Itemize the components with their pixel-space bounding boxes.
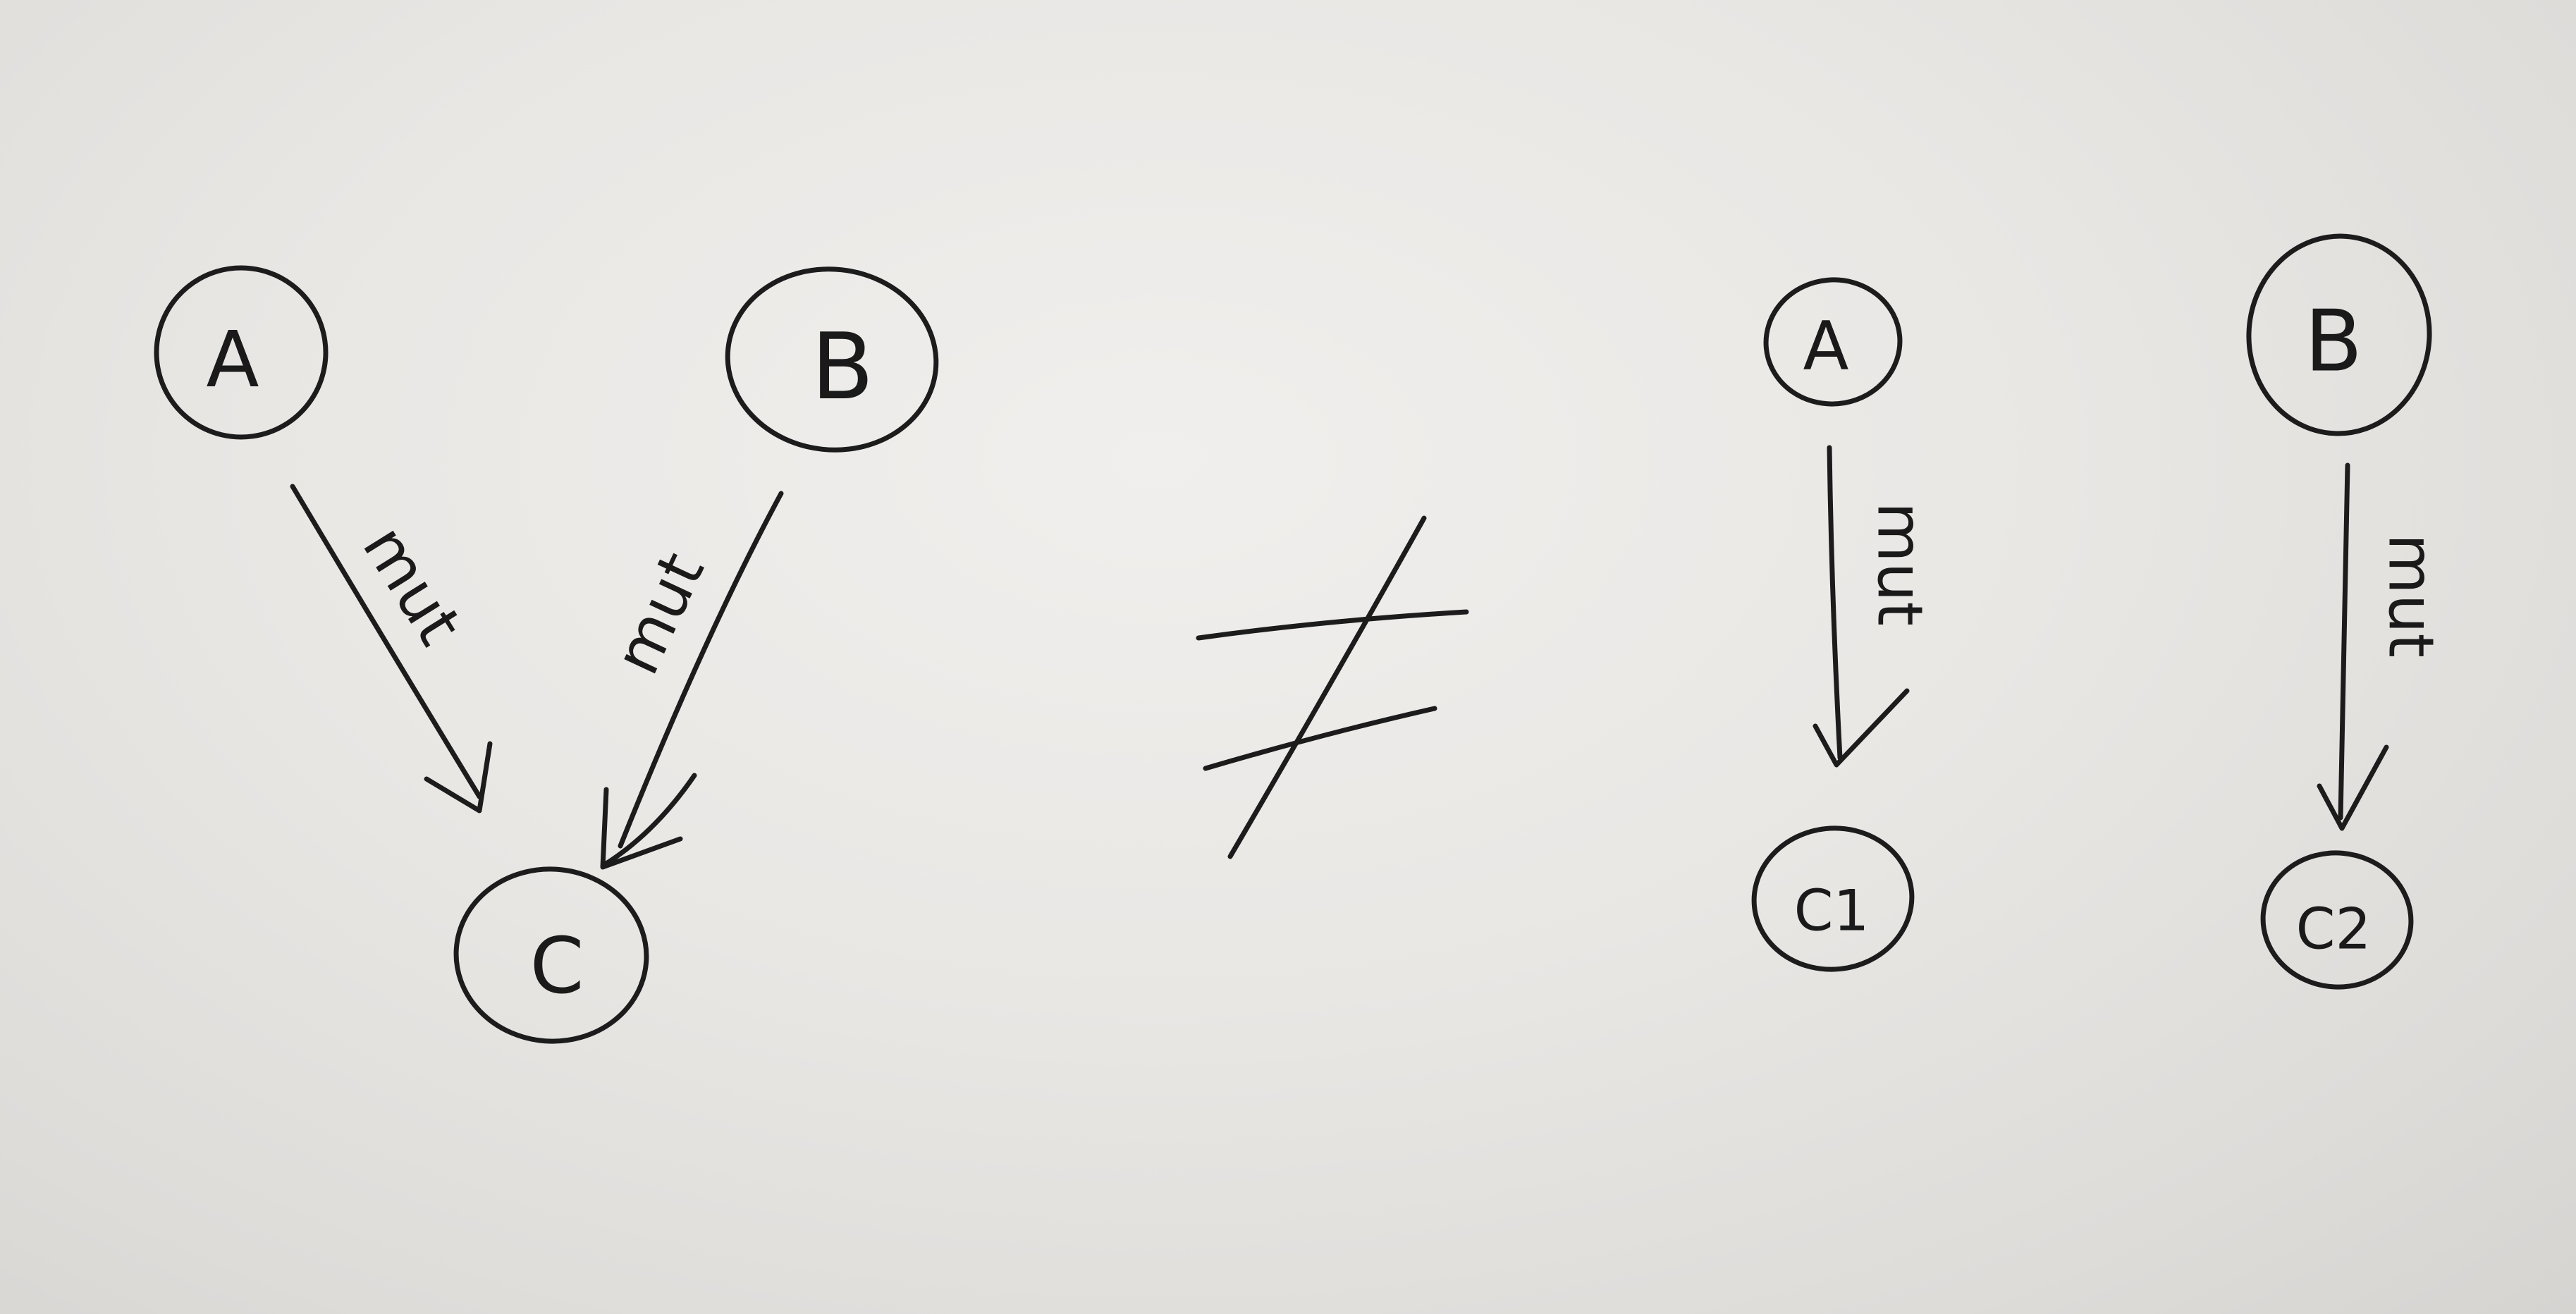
right-edge-a-c1-line <box>1827 445 1843 761</box>
left-edge-b-c-arrowhead <box>600 787 683 870</box>
right-node-b-label: B <box>2305 293 2362 391</box>
left-node-a-label: A <box>206 314 259 405</box>
right-node-a: A <box>1763 277 1903 407</box>
left-edge-a-c-label: mut <box>349 513 477 657</box>
right-node-c1: C1 <box>1751 825 1915 972</box>
left-graph: A B C mut mut <box>154 265 939 1044</box>
right-edge-a-to-c1: mut <box>1813 445 1937 768</box>
left-edge-a-c-line <box>290 484 482 799</box>
left-node-c: C <box>453 866 649 1044</box>
left-node-a: A <box>154 265 329 440</box>
right-node-b: B <box>2246 233 2432 436</box>
left-edge-b-to-c: mut <box>600 491 784 870</box>
right-node-c2-label: C2 <box>2296 897 2372 962</box>
right-edge-b-c2-line <box>2338 462 2350 821</box>
right-graph: A B C1 C2 mut <box>1751 233 2448 990</box>
not-equal-symbol: ≠ <box>1196 515 1469 859</box>
left-edge-a-c-arrowhead <box>424 741 493 813</box>
right-edge-a-c1-label: mut <box>1864 502 1937 626</box>
left-edge-b-c-label: mut <box>600 541 718 684</box>
right-node-c1-label: C1 <box>1794 878 1870 944</box>
right-edge-b-c2-arrowhead <box>2317 744 2389 831</box>
not-equal-bottom-bar <box>1203 706 1437 771</box>
not-equal-top-bar <box>1196 609 1469 641</box>
left-edge-b-c-stroke-double <box>603 773 697 866</box>
left-node-b-label: B <box>811 313 873 420</box>
right-edge-b-to-c2: mut <box>2317 462 2448 831</box>
not-equal-slash <box>1227 515 1427 859</box>
left-edge-b-c-line <box>618 491 784 849</box>
right-node-a-label: A <box>1803 308 1849 386</box>
right-edge-b-c2-label: mut <box>2375 534 2448 658</box>
left-node-c-label: C <box>530 921 584 1011</box>
left-node-b: B <box>725 266 939 453</box>
right-edge-a-c1-arrowhead <box>1813 688 1910 768</box>
right-node-c2: C2 <box>2260 850 2414 990</box>
left-edge-a-to-c: mut <box>290 484 493 813</box>
